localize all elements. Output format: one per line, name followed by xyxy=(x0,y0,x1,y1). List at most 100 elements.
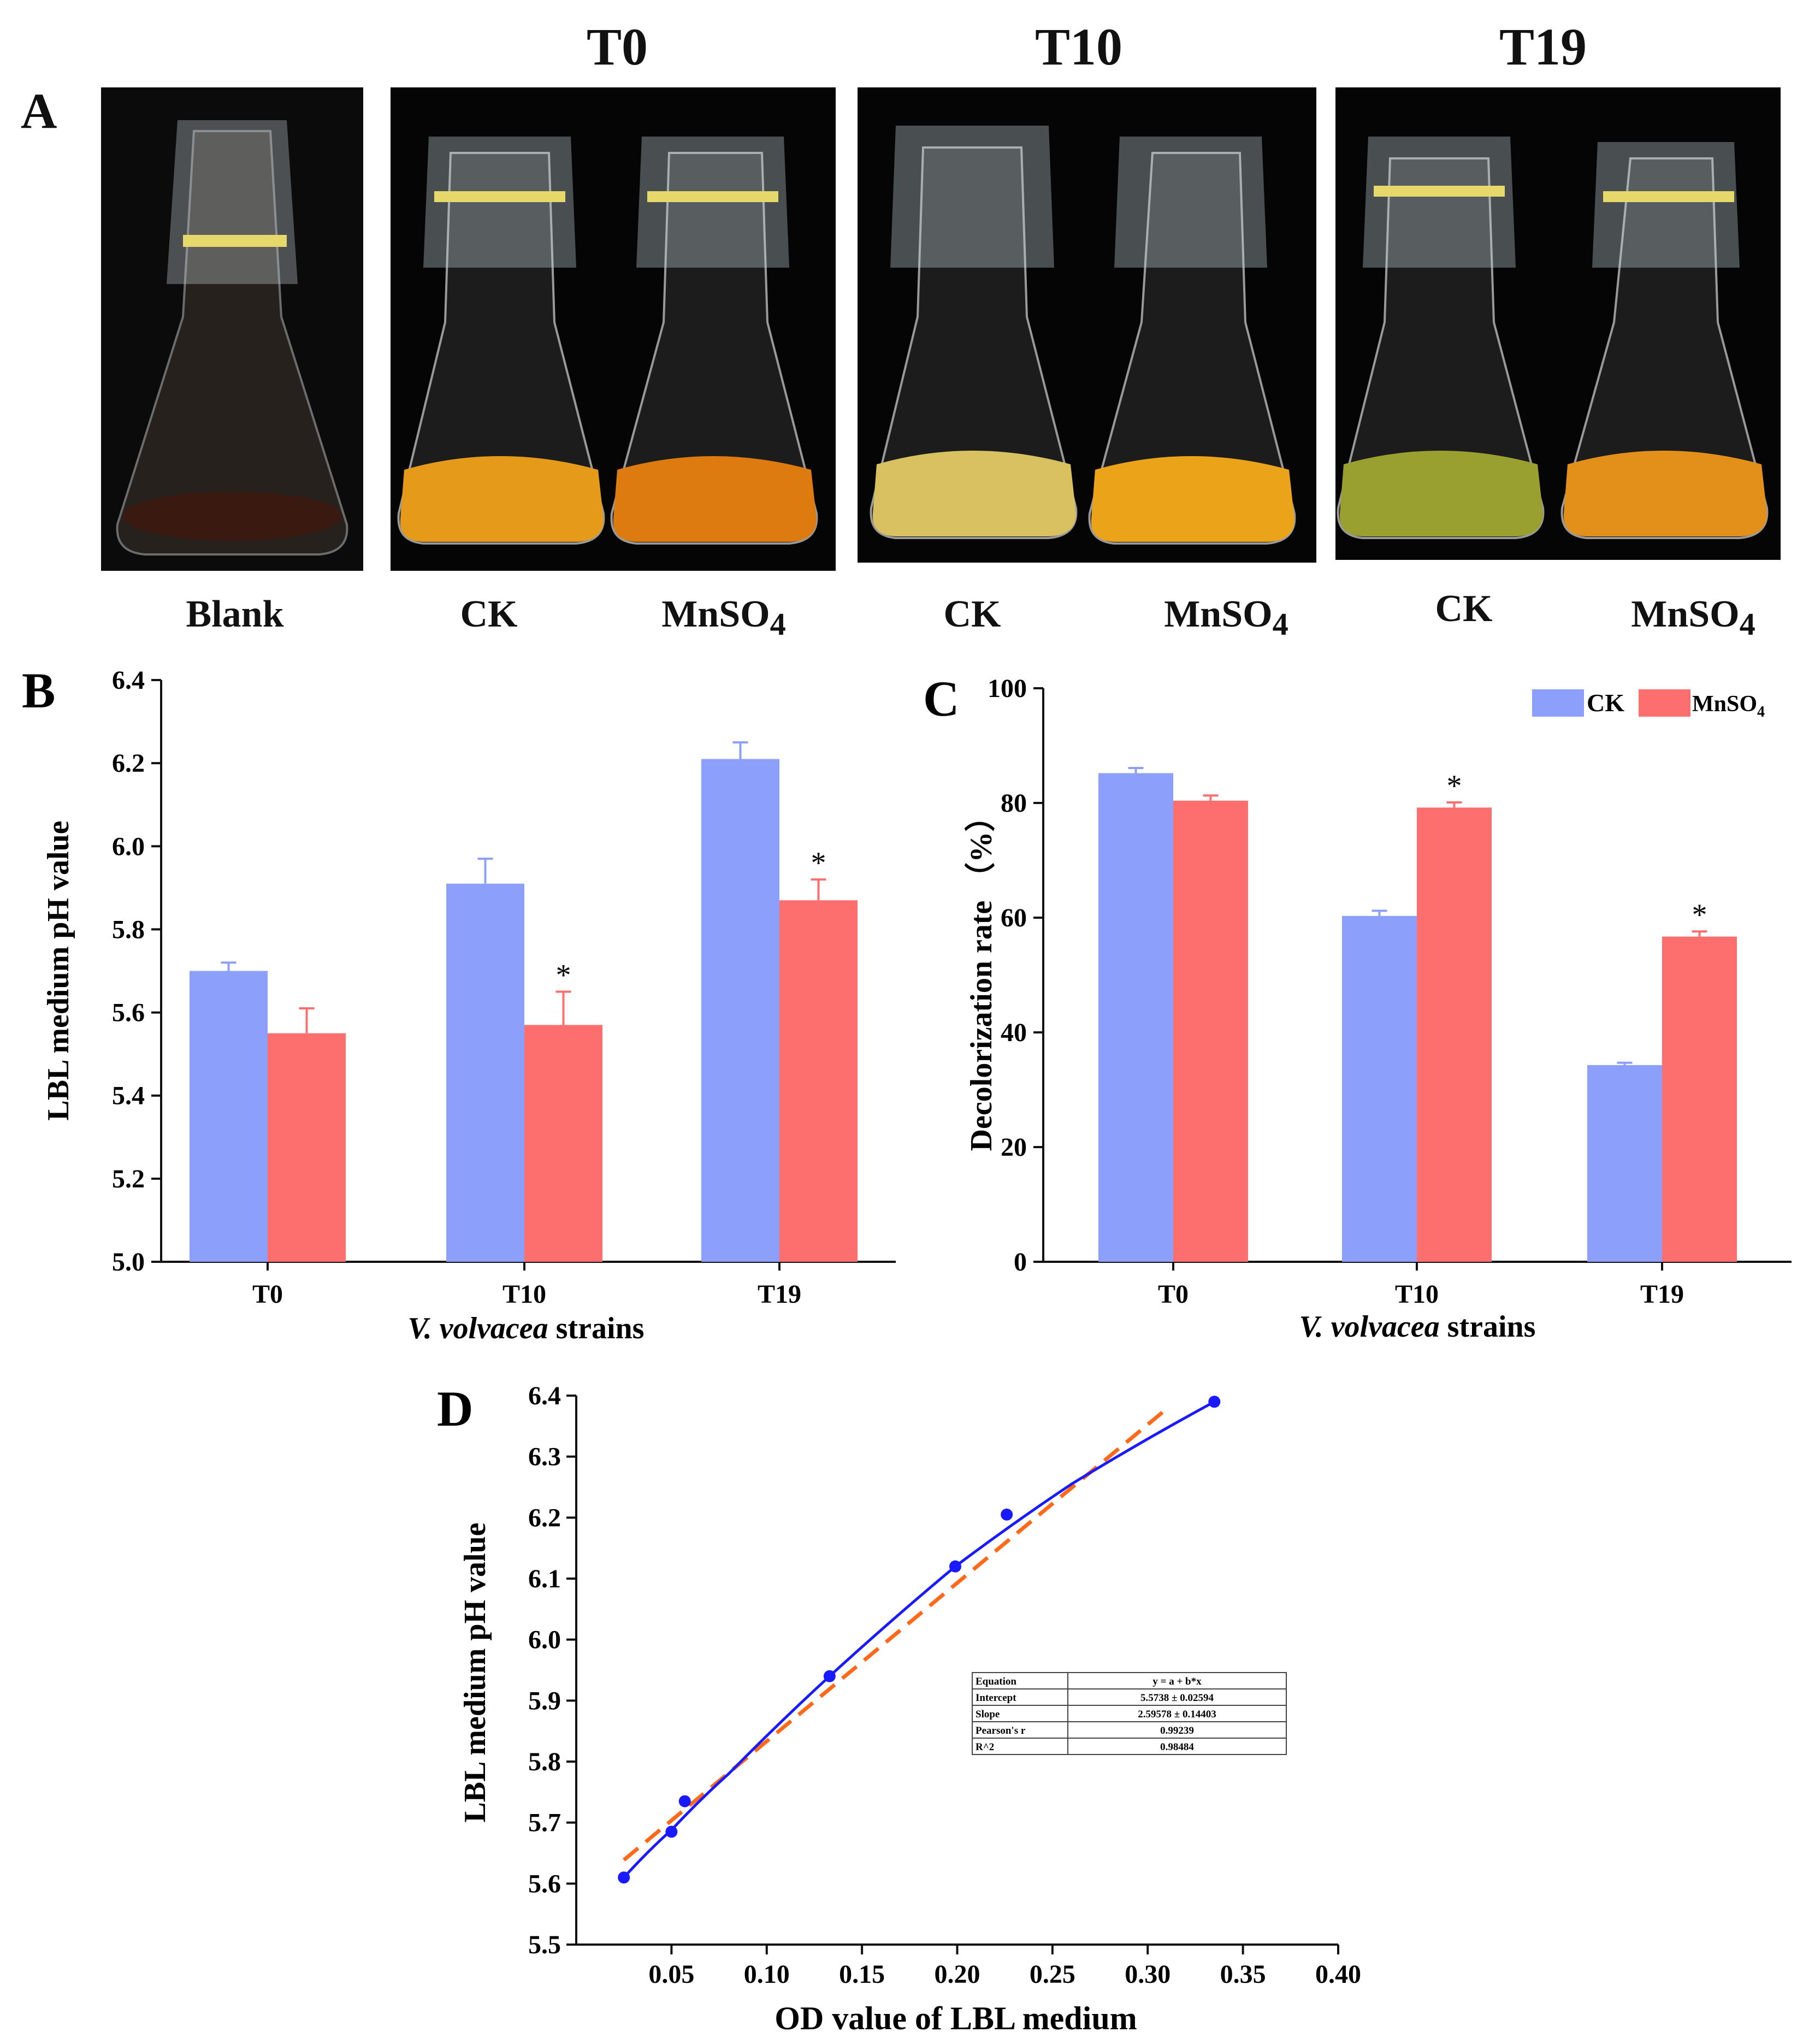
chart-b-ytick-label: 6.0 xyxy=(112,832,145,861)
chart-d-xtick-label: 0.10 xyxy=(744,1960,790,1989)
chart-b-xtick-label: T19 xyxy=(758,1280,801,1309)
chart-d-point xyxy=(1001,1508,1013,1521)
chart-c-xtick-label: T0 xyxy=(1158,1280,1189,1309)
chart-c-bar xyxy=(1662,936,1737,1262)
caption-t10-ck: CK xyxy=(943,593,1001,635)
chart-c-ylabel: Decolorization rate （%） xyxy=(964,801,998,1151)
flask-t0-mnso4 xyxy=(610,137,818,545)
chart-c-ytick-label: 40 xyxy=(1001,1018,1027,1047)
legend-swatch-mnso4 xyxy=(1639,689,1690,717)
chart-d-ytick-label: 5.6 xyxy=(528,1869,561,1898)
chart-b-sig-marker: * xyxy=(556,959,571,993)
chart-d-ytick-label: 5.9 xyxy=(528,1686,561,1715)
legend-swatch-ck xyxy=(1532,689,1584,717)
chart-d-xtick-label: 0.25 xyxy=(1030,1960,1075,1989)
chart-b-bar xyxy=(779,900,858,1262)
flask-t19-ck xyxy=(1337,137,1545,539)
chart-b-ytick-label: 5.6 xyxy=(112,999,145,1027)
chart-d-ytick-label: 5.7 xyxy=(528,1809,561,1838)
chart-b-ylabel: LBL medium pH value xyxy=(42,820,75,1120)
legend-label-mnso4: MnSO4 xyxy=(1692,692,1765,720)
stats-row-value: 2.59578 ± 0.14403 xyxy=(1138,1709,1216,1720)
chart-c-ytick-label: 0 xyxy=(1014,1248,1027,1277)
group-title-t19: T19 xyxy=(1499,17,1587,76)
stats-row-label: Intercept xyxy=(976,1692,1016,1704)
stats-cell xyxy=(1067,1721,1287,1739)
panel-c-letter: C xyxy=(923,671,959,726)
group-title-t0: T0 xyxy=(586,17,648,76)
chart-b: 5.0 5.2 5.4 5.6 5.8 6.0 6.2 6.4 T0 T10 * T19 * V. vo… xyxy=(42,666,896,1345)
chart-d-xtick-label: 0.15 xyxy=(839,1960,885,1989)
panel-b-letter: B xyxy=(22,663,55,718)
stats-row-label: R^2 xyxy=(976,1741,994,1753)
chart-d-ytick-label: 6.1 xyxy=(528,1564,561,1593)
chart-c-ytick-label: 20 xyxy=(1001,1133,1027,1162)
flask-t10-mnso4 xyxy=(1088,137,1296,545)
caption-t19-ck: CK xyxy=(1435,588,1493,630)
chart-c-bar xyxy=(1587,1065,1662,1262)
stats-row-label: Pearson's r xyxy=(976,1725,1026,1736)
chart-b-ytick-label: 6.4 xyxy=(112,666,145,695)
chart-d-ytick-label: 6.0 xyxy=(528,1626,561,1655)
stats-row-label: Slope xyxy=(976,1709,1000,1720)
chart-b-ytick-label: 5.2 xyxy=(112,1165,145,1194)
stats-cell xyxy=(972,1738,1068,1755)
chart-d-xtick-label: 0.30 xyxy=(1125,1960,1171,1989)
chart-c-bar xyxy=(1173,800,1248,1262)
panel-d-letter: D xyxy=(437,1381,473,1437)
chart-c-sig-marker: * xyxy=(1692,898,1707,932)
group-title-t10: T10 xyxy=(1034,17,1123,76)
caption-t10-mnso4: MnSO4 xyxy=(1164,593,1288,642)
chart-d-point xyxy=(949,1560,962,1573)
chart-c-sig-marker: * xyxy=(1447,769,1462,803)
chart-b-bar xyxy=(268,1033,346,1262)
chart-d-xtick-label: 0.20 xyxy=(935,1960,980,1989)
chart-d-point xyxy=(1208,1396,1221,1408)
photo-t19-flasks xyxy=(1335,87,1781,560)
chart-b-xtick-label: T0 xyxy=(252,1280,283,1309)
chart-d-stats-table: Equation y = a + b*x Intercept 5.5738 ± 0.0… xyxy=(972,1672,1287,1755)
chart-c-xtick-label: T19 xyxy=(1640,1280,1684,1309)
chart-d-ylabel: LBL medium pH value xyxy=(458,1522,492,1822)
chart-c-ytick-label: 60 xyxy=(1001,903,1027,932)
chart-b-ytick-label: 5.0 xyxy=(112,1248,145,1277)
chart-b-bar xyxy=(190,971,268,1262)
chart-d-point xyxy=(665,1826,678,1838)
chart-c-bar xyxy=(1342,915,1417,1262)
flask-t0-ck xyxy=(397,137,605,545)
chart-d-point xyxy=(823,1670,836,1682)
chart-c-xtick-label: T10 xyxy=(1395,1280,1439,1309)
chart-d-xtick-label: 0.35 xyxy=(1220,1960,1266,1989)
photo-t0-flasks xyxy=(391,87,836,571)
chart-b-ytick-label: 5.8 xyxy=(112,915,145,944)
chart-c-ytick-label: 80 xyxy=(1001,789,1027,818)
caption-t0-ck: CK xyxy=(460,593,518,635)
chart-d-ytick-label: 5.8 xyxy=(528,1747,561,1776)
chart-b-bar xyxy=(524,1025,602,1262)
stats-row-value: 5.5738 ± 0.02594 xyxy=(1140,1692,1214,1704)
flask-blank xyxy=(116,120,348,556)
chart-d-ytick-label: 5.5 xyxy=(528,1930,561,1959)
chart-c-bar xyxy=(1098,773,1173,1262)
chart-b-bar xyxy=(701,759,779,1262)
chart-d-xtick-label: 0.05 xyxy=(648,1960,694,1989)
chart-b-ytick-label: 6.2 xyxy=(112,749,145,778)
chart-b-xtick-label: T10 xyxy=(503,1280,546,1309)
photo-blank-flask xyxy=(101,87,363,571)
chart-b-ytick-label: 5.4 xyxy=(112,1082,145,1110)
chart-d: 5.5 5.6 5.7 5.8 5.9 6.0 6.1 6.2 6.3 6.4 0.05 0.10 0.… xyxy=(458,1381,1361,2036)
chart-b-bar xyxy=(446,883,524,1262)
caption-t19-mnso4: MnSO4 xyxy=(1631,593,1755,642)
stats-row-value: y = a + b*x xyxy=(1152,1676,1202,1687)
chart-d-point xyxy=(618,1871,630,1884)
chart-c: 0 20 40 60 80 100 T0 T10 * T19 * CK MnSO4 V. volva… xyxy=(964,674,1792,1344)
chart-d-point xyxy=(678,1795,691,1807)
chart-c-ytick-label: 100 xyxy=(988,674,1027,703)
chart-d-ytick-label: 6.3 xyxy=(528,1443,561,1472)
chart-d-fit-curve xyxy=(623,1400,1215,1878)
chart-d-ytick-label: 6.4 xyxy=(528,1381,561,1410)
chart-c-bar xyxy=(1417,807,1492,1262)
flask-t19-mnso4 xyxy=(1560,142,1769,539)
stats-row-label: Equation xyxy=(976,1676,1016,1687)
